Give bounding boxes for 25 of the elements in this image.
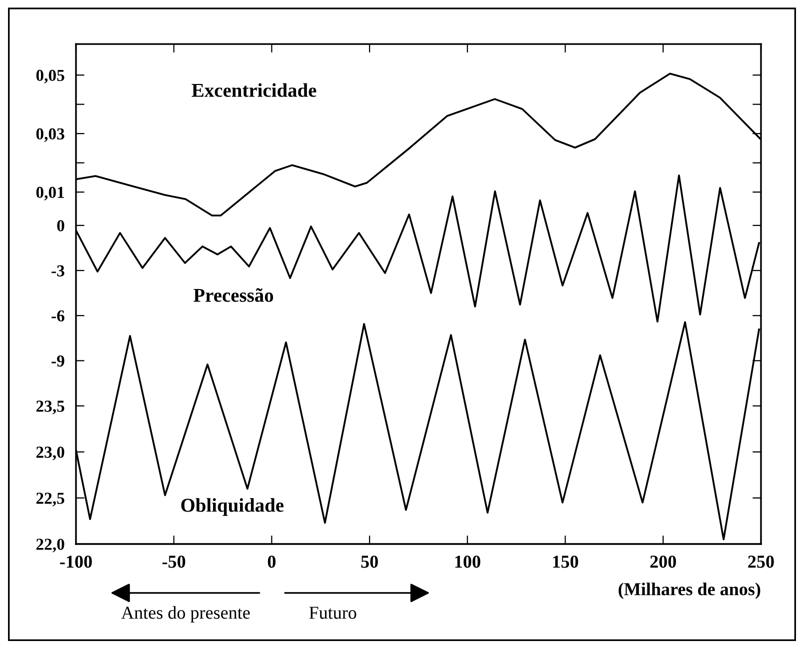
y-tick-label: 23,5 xyxy=(36,400,64,414)
y-tick-label: 0,01 xyxy=(36,186,64,200)
y-tick-label: -3 xyxy=(52,265,64,276)
text: Futuro xyxy=(309,606,356,619)
y-tick-label: 0,03 xyxy=(36,128,64,142)
y-tick-label: -9 xyxy=(52,355,64,367)
x-tick-label: -50 xyxy=(162,556,186,568)
y-tick-label: 22,0 xyxy=(36,538,64,552)
x-tick-label: 200 xyxy=(650,556,676,568)
y-tick-label: 22,5 xyxy=(36,492,64,506)
y-tick-label: 0 xyxy=(57,220,64,232)
x-tick-label: 100 xyxy=(455,556,480,568)
series-label: Obliquidade xyxy=(181,498,284,516)
x-tick-label: 50 xyxy=(361,556,378,568)
series-label: Precessão xyxy=(194,288,274,302)
x-tick-label: 250 xyxy=(748,556,774,568)
text: Excentricidade xyxy=(192,83,316,97)
y-tick-label: 23,0 xyxy=(36,446,64,460)
x-tick-label: 0 xyxy=(268,556,276,568)
text: Antes do presente xyxy=(121,606,250,622)
x-tick-label: 150 xyxy=(553,556,578,568)
x-tick-label: -100 xyxy=(60,556,92,568)
y-tick-label: 0,05 xyxy=(36,70,64,84)
y-tick-label: -6 xyxy=(52,310,64,322)
x-axis-title: (Milhares de anos) xyxy=(618,582,760,599)
